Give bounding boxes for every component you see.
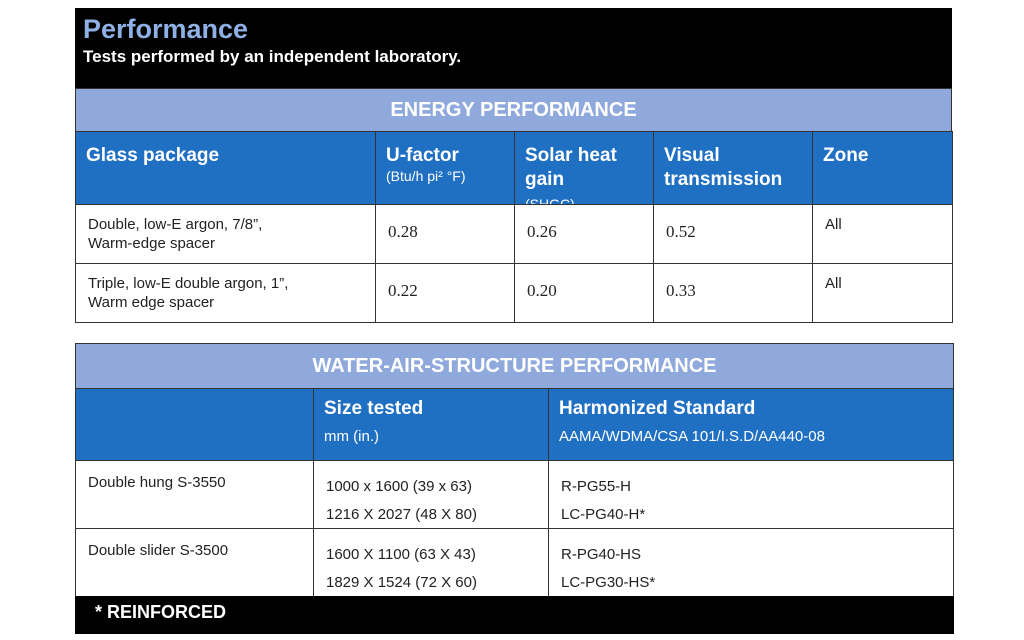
- table-cell: Double slider S-3500: [75, 528, 314, 597]
- table-cell: 1000 x 1600 (39 x 63) 1216 X 2027 (48 X 8…: [313, 460, 549, 529]
- column-header: Glass package: [75, 131, 376, 205]
- header-unit: (Btu/h pi² °F): [386, 168, 466, 184]
- header-label: Size tested: [324, 398, 424, 419]
- column-header: U-factor (Btu/h pi² °F): [375, 131, 515, 205]
- cell-line: Warm edge spacer: [88, 294, 215, 311]
- header-label: Visual transmission: [664, 145, 783, 190]
- cell-line: LC-PG40-H*: [561, 506, 646, 523]
- table-cell: Triple, low-E double argon, 1”, Warm edge…: [75, 263, 376, 323]
- cell-text: 0.26: [527, 222, 557, 241]
- table-cell: 0.52: [653, 204, 813, 264]
- cell-line: Triple, low-E double argon, 1”,: [88, 275, 289, 292]
- table-title: ENERGY PERFORMANCE: [75, 88, 952, 132]
- table-cell: All: [812, 204, 953, 264]
- cell-text: All: [825, 216, 842, 233]
- column-header: Size tested mm (in.): [313, 388, 549, 461]
- table-cell: 0.20: [514, 263, 654, 323]
- footer: * REINFORCED: [75, 596, 954, 634]
- cell-line: LC-PG30-HS*: [561, 574, 656, 591]
- header-unit: AAMA/WDMA/CSA 101/I.S.D/AA440-08: [559, 428, 825, 445]
- column-header: Solar heat gain(SHGC): [514, 131, 654, 212]
- row-name: Double slider S-3500: [88, 542, 229, 559]
- cell-line: Double, low-E argon, 7/8”,: [88, 216, 263, 233]
- cell-line: R-PG40-HS: [561, 546, 642, 563]
- cell-text: All: [825, 275, 842, 292]
- table-cell: 0.22: [375, 263, 515, 323]
- header: Performance Tests performed by an indepe…: [75, 8, 952, 88]
- row-name: Double hung S-3550: [88, 474, 226, 491]
- header-label: Solar heat gain: [525, 145, 617, 190]
- cell-line: 1829 X 1524 (72 X 60): [326, 574, 477, 591]
- cell-line: R-PG55-H: [561, 478, 632, 495]
- table-cell: Double, low-E argon, 7/8”, Warm-edge spac…: [75, 204, 376, 264]
- cell-line: 1000 x 1600 (39 x 63): [326, 478, 472, 495]
- table-cell: R-PG40-HS LC-PG30-HS*: [548, 528, 954, 597]
- cell-text: 0.33: [666, 281, 696, 300]
- column-header: Zone: [812, 131, 953, 205]
- header-label: Zone: [823, 145, 869, 166]
- header-label: U-factor: [386, 145, 459, 166]
- cell-line: 1600 X 1100 (63 X 43): [326, 546, 476, 563]
- subtitle: Tests performed by an independent labora…: [83, 47, 462, 66]
- column-header: Harmonized Standard AAMA/WDMA/CSA 101/I.S…: [548, 388, 954, 461]
- header-label: Harmonized Standard: [559, 398, 756, 419]
- table-cell: All: [812, 263, 953, 323]
- cell-text: 0.28: [388, 222, 418, 241]
- table-cell: 0.33: [653, 263, 813, 323]
- title: Performance: [83, 14, 249, 44]
- table-cell: 1600 X 1100 (63 X 43) 1829 X 1524 (72 X 6…: [313, 528, 549, 597]
- header-unit: mm (in.): [324, 428, 379, 445]
- cell-text: 0.52: [666, 222, 696, 241]
- column-header: [75, 388, 314, 461]
- cell-text: 0.22: [388, 281, 418, 300]
- header-label: Glass package: [86, 145, 220, 166]
- table-title: WATER-AIR-STRUCTURE PERFORMANCE: [75, 343, 954, 389]
- cell-line: 1216 X 2027 (48 X 80): [326, 506, 477, 523]
- column-header: Visual transmission: [653, 131, 813, 205]
- cell-text: 0.20: [527, 281, 557, 300]
- cell-line: Warm-edge spacer: [88, 235, 215, 252]
- table-cell: 0.26: [514, 204, 654, 264]
- table-cell: 0.28: [375, 204, 515, 264]
- table-cell: Double hung S-3550: [75, 460, 314, 529]
- table-cell: R-PG55-H LC-PG40-H*: [548, 460, 954, 529]
